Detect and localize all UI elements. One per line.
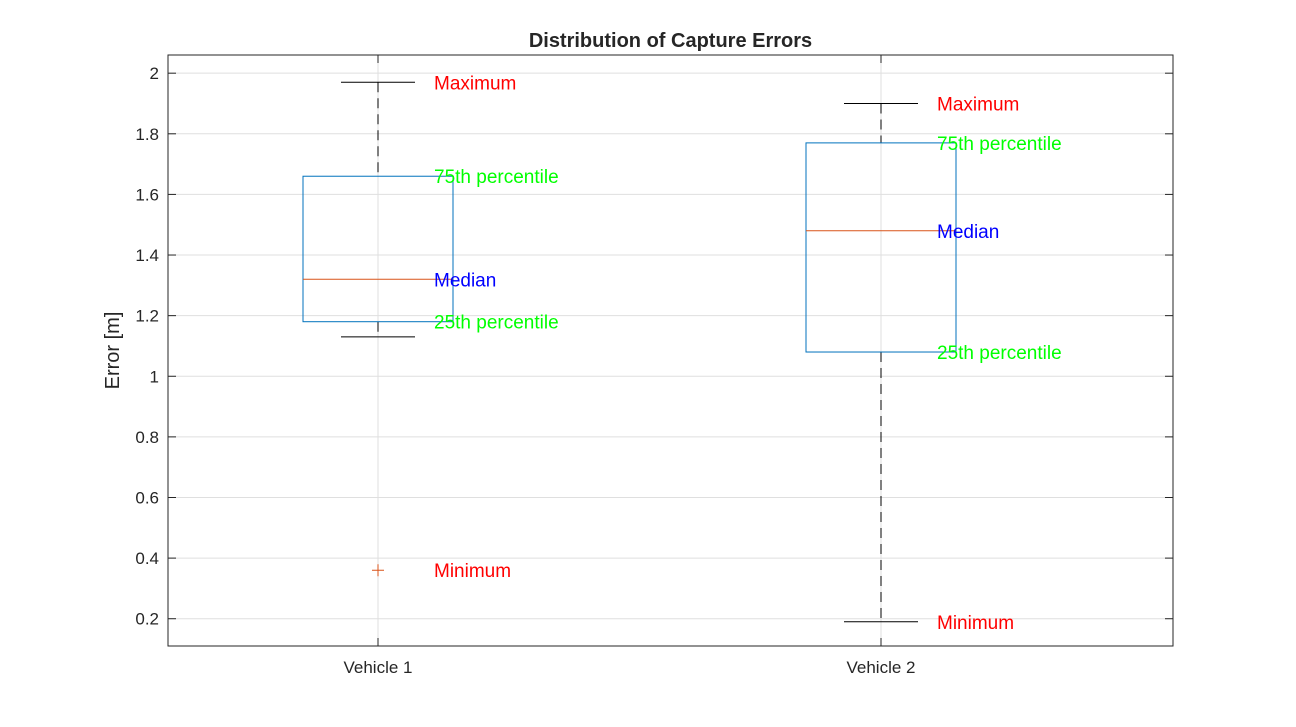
x-tick-label: Vehicle 1 xyxy=(344,658,413,677)
y-tick-label: 1.4 xyxy=(135,246,159,265)
x-tick-label: Vehicle 2 xyxy=(847,658,916,677)
chart-title: Distribution of Capture Errors xyxy=(529,30,812,52)
annotation-label: Median xyxy=(434,270,496,291)
y-tick-label: 0.6 xyxy=(135,488,159,507)
plot-area-frame xyxy=(167,54,1174,647)
annotation-label: Minimum xyxy=(937,613,1014,634)
annotation-label: 25th percentile xyxy=(937,343,1062,364)
annotation-label: Maximum xyxy=(937,94,1019,115)
box-iqr xyxy=(302,175,454,323)
y-tick-label: 0.4 xyxy=(135,549,159,568)
outlier-marker xyxy=(372,564,384,577)
y-axis-label: Error [m] xyxy=(102,312,124,390)
tick-layer: 0.2 0.4 0.6 0.8 1 1.2 1.4 1.6 1.8 2 Vehicle 1 Vehic… xyxy=(135,55,1173,677)
y-tick-label: 0.2 xyxy=(135,610,159,629)
annotation-label: 25th percentile xyxy=(434,313,559,334)
box-plot-marks xyxy=(302,81,957,623)
annotation-label: 75th percentile xyxy=(937,134,1062,155)
y-tick-label: 1.6 xyxy=(135,185,159,204)
box-iqr xyxy=(805,142,957,353)
annotation-label: Maximum xyxy=(434,73,516,94)
annotation-layer: Maximum 75th percentile Median 25th percent… xyxy=(434,73,1062,633)
y-tick-label: 2 xyxy=(150,64,159,83)
y-tick-label: 0.8 xyxy=(135,428,159,447)
y-tick-label: 1 xyxy=(150,367,159,386)
y-tick-label: 1.2 xyxy=(135,307,159,326)
annotation-label: Minimum xyxy=(434,561,511,582)
annotation-label: 75th percentile xyxy=(434,167,559,188)
y-tick-label: 1.8 xyxy=(135,125,159,144)
annotation-label: Median xyxy=(937,222,999,243)
